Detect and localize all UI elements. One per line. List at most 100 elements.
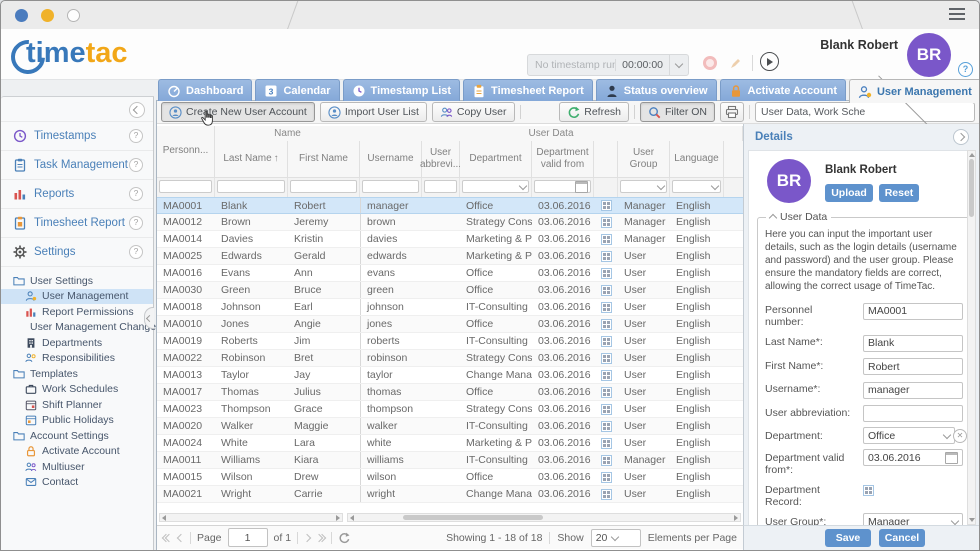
next-page-button[interactable]	[302, 532, 312, 544]
reload-icon[interactable]	[338, 532, 350, 544]
user-group-select[interactable]: Manager	[863, 513, 963, 526]
filter-department[interactable]	[460, 178, 532, 197]
tree-item-templates[interactable]: Templates	[1, 366, 153, 382]
department-select[interactable]: Office	[863, 427, 955, 445]
sidebar-item-settings[interactable]: Settings ?	[1, 238, 153, 267]
tab-status-overview[interactable]: Status overview	[595, 79, 717, 101]
tab-timesheet-report[interactable]: Timesheet Report	[463, 79, 593, 101]
tree-item-work-schedules[interactable]: Work Schedules	[1, 382, 153, 398]
help-icon[interactable]: ?	[129, 245, 143, 259]
department-record-icon[interactable]	[600, 352, 612, 364]
tab-user-management[interactable]: User Management ×	[848, 79, 979, 103]
user-abbreviation-field[interactable]	[863, 405, 963, 423]
department-record-icon[interactable]	[600, 318, 612, 330]
table-row[interactable]: MA0017 Thomas Julius thomas Office 03.06.2016…	[157, 384, 743, 401]
window-control-blue[interactable]	[15, 9, 28, 22]
table-row[interactable]: MA0010 Jones Angie jones Office 03.06.2016 Use…	[157, 316, 743, 333]
sidebar-item-timesheet-report[interactable]: Timesheet Report ?	[1, 209, 153, 238]
sidebar-item-reports[interactable]: Reports ?	[1, 180, 153, 209]
filter-user-abbreviation[interactable]	[422, 178, 460, 197]
table-row[interactable]: MA0021 Wright Carrie wright Change Managemen…	[157, 486, 743, 503]
print-button[interactable]	[720, 102, 744, 122]
help-icon[interactable]: ?	[129, 187, 143, 201]
create-new-user-account-button[interactable]: Create New User Account	[161, 102, 315, 122]
filter-user-group[interactable]	[618, 178, 670, 197]
column-header-last-name[interactable]: Last Name ↑	[215, 141, 288, 178]
department-record-icon[interactable]	[600, 267, 612, 279]
column-header-personnel[interactable]: Personn...	[157, 126, 215, 178]
stop-timer-icon[interactable]	[703, 56, 717, 70]
department-record-icon[interactable]	[600, 335, 612, 347]
department-record-icon[interactable]	[863, 485, 874, 497]
help-icon[interactable]: ?	[129, 216, 143, 230]
table-row[interactable]: MA0024 White Lara white Marketing & PR 03.06.…	[157, 435, 743, 452]
table-row[interactable]: MA0012 Brown Jeremy brown Strategy Consultin…	[157, 214, 743, 231]
tree-item-shift-planner[interactable]: Shift Planner	[1, 397, 153, 413]
department-record-icon[interactable]	[600, 250, 612, 262]
filter-first-name[interactable]	[288, 178, 360, 197]
help-icon[interactable]: ?	[129, 129, 143, 143]
scrollbar-thumb[interactable]	[403, 515, 543, 520]
help-icon[interactable]: ?	[958, 62, 973, 77]
prev-page-button[interactable]	[176, 532, 186, 544]
scrollbar-thumb[interactable]	[969, 159, 974, 217]
personnel-number-field[interactable]	[863, 302, 963, 320]
clear-department-icon[interactable]: ✕	[953, 429, 967, 444]
horizontal-scrollbar-right[interactable]	[347, 513, 741, 522]
table-row[interactable]: MA0030 Green Bruce green Office 03.06.2016 Use…	[157, 282, 743, 299]
tab-calendar[interactable]: 3 Calendar	[255, 79, 340, 101]
filter-on-button[interactable]: Filter ON	[640, 102, 715, 122]
user-avatar[interactable]: BR	[907, 33, 951, 77]
table-row[interactable]: MA0022 Robinson Bret robinson Strategy Consu…	[157, 350, 743, 367]
window-control-white[interactable]	[67, 9, 80, 22]
department-record-icon[interactable]	[600, 386, 612, 398]
details-scrollbar[interactable]	[967, 150, 976, 525]
department-valid-from-field[interactable]: 03.06.2016	[863, 449, 963, 467]
help-icon[interactable]: ?	[129, 158, 143, 172]
department-record-icon[interactable]	[600, 216, 612, 228]
department-record-icon[interactable]	[600, 488, 612, 500]
table-row[interactable]: MA0018 Johnson Earl johnson IT-Consulting 03.…	[157, 299, 743, 316]
filter-valid-from[interactable]	[532, 178, 594, 197]
tree-item-report-permissions[interactable]: Report Permissions	[1, 304, 153, 320]
column-header-user-group[interactable]: User Group	[618, 141, 670, 178]
tree-item-public-holidays[interactable]: Public Holidays	[1, 413, 153, 429]
tab-dashboard[interactable]: Dashboard	[158, 79, 253, 101]
first-name-field[interactable]	[863, 358, 963, 376]
page-input[interactable]	[227, 528, 268, 547]
tree-item-contact[interactable]: Contact	[1, 475, 153, 491]
sidebar-resize-handle[interactable]	[144, 307, 154, 329]
table-row[interactable]: MA0015 Wilson Drew wilson Office 03.06.2016 Us…	[157, 469, 743, 486]
table-row[interactable]: MA0025 Edwards Gerald edwards Marketing & PR…	[157, 248, 743, 265]
tree-item-responsibilities[interactable]: Responsibilities	[1, 351, 153, 367]
sidebar-collapse-icon[interactable]	[129, 102, 145, 118]
tree-item-user-settings[interactable]: User Settings	[1, 273, 153, 289]
column-header-username[interactable]: Username	[360, 141, 422, 178]
filter-username[interactable]	[360, 178, 422, 197]
visible-columns-dropdown[interactable]: User Data, Work Schedule, Public H	[755, 71, 975, 151]
username-field[interactable]	[863, 381, 963, 399]
page-size-dropdown[interactable]: 20	[590, 528, 641, 547]
copy-user-button[interactable]: Copy User	[431, 102, 515, 122]
department-record-icon[interactable]	[600, 403, 612, 415]
tree-item-multiuser[interactable]: Multiuser	[1, 459, 153, 475]
table-row[interactable]: MA0014 Davies Kristin davies Marketing & PR 0…	[157, 231, 743, 248]
sidebar-item-timestamps[interactable]: Timestamps ?	[1, 121, 153, 151]
timestamp-widget[interactable]: No timestamp run... 00:00:00	[527, 54, 689, 76]
department-record-icon[interactable]	[600, 454, 612, 466]
tree-item-user-management[interactable]: User Management	[1, 288, 153, 304]
start-timer-icon[interactable]	[760, 52, 779, 71]
column-header-department[interactable]: Department	[460, 141, 532, 178]
horizontal-scrollbar-left[interactable]	[159, 513, 343, 522]
sidebar-item-task-management[interactable]: Task Management ?	[1, 151, 153, 180]
department-record-icon[interactable]	[600, 301, 612, 313]
refresh-button[interactable]: Refresh	[559, 102, 629, 122]
table-row[interactable]: MA0016 Evans Ann evans Office 03.06.2016 User E…	[157, 265, 743, 282]
timer-dropdown[interactable]	[669, 55, 688, 75]
tree-item-departments[interactable]: Departments	[1, 335, 153, 351]
table-row[interactable]: MA0001 Blank Robert manager Office 03.06.2016…	[157, 197, 743, 214]
details-collapse-icon[interactable]	[953, 129, 969, 145]
last-name-field[interactable]	[863, 334, 963, 352]
user-data-section-header[interactable]: User Data	[766, 211, 832, 223]
upload-button[interactable]: Upload	[825, 184, 873, 202]
